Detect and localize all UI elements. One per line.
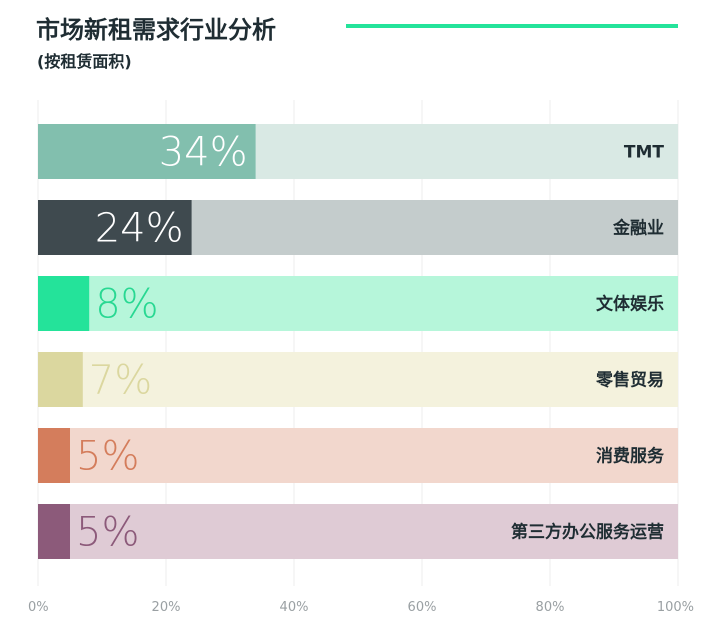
chart-subtitle: (按租赁面积): [37, 52, 132, 71]
bar-value-label: 7%: [89, 358, 152, 404]
bar-track: [38, 352, 678, 407]
bar-value-label: 8%: [95, 282, 158, 328]
bar-track: [38, 504, 678, 559]
category-label: TMT: [624, 143, 665, 163]
x-tick-label: 40%: [280, 600, 309, 615]
bar: [38, 276, 90, 331]
bar: [38, 200, 192, 255]
bar-track: [38, 428, 678, 483]
title-accent-line: [346, 24, 678, 28]
x-tick-label: 20%: [152, 600, 181, 615]
bar-value-label: 5%: [76, 434, 139, 480]
x-tick-label: 60%: [408, 600, 437, 615]
bar: [38, 352, 83, 407]
bar-track: [38, 276, 678, 331]
bar-value-label: 5%: [76, 510, 139, 556]
chart-title: 市场新租需求行业分析: [36, 16, 276, 44]
category-label: 消费服务: [596, 446, 665, 467]
category-label: 文体娱乐: [596, 294, 664, 315]
bar-value-label: 34%: [159, 130, 248, 176]
category-label: 零售贸易: [595, 370, 664, 391]
x-tick-label: 80%: [536, 600, 565, 615]
category-label: 金融业: [612, 218, 664, 239]
bar-value-label: 24%: [95, 206, 184, 252]
category-label: 第三方办公服务运营: [511, 522, 664, 543]
bar: [38, 124, 256, 179]
bar: [38, 504, 70, 559]
x-tick-label: 0%: [28, 600, 49, 615]
x-tick-label: 100%: [657, 600, 694, 615]
bar: [38, 428, 70, 483]
